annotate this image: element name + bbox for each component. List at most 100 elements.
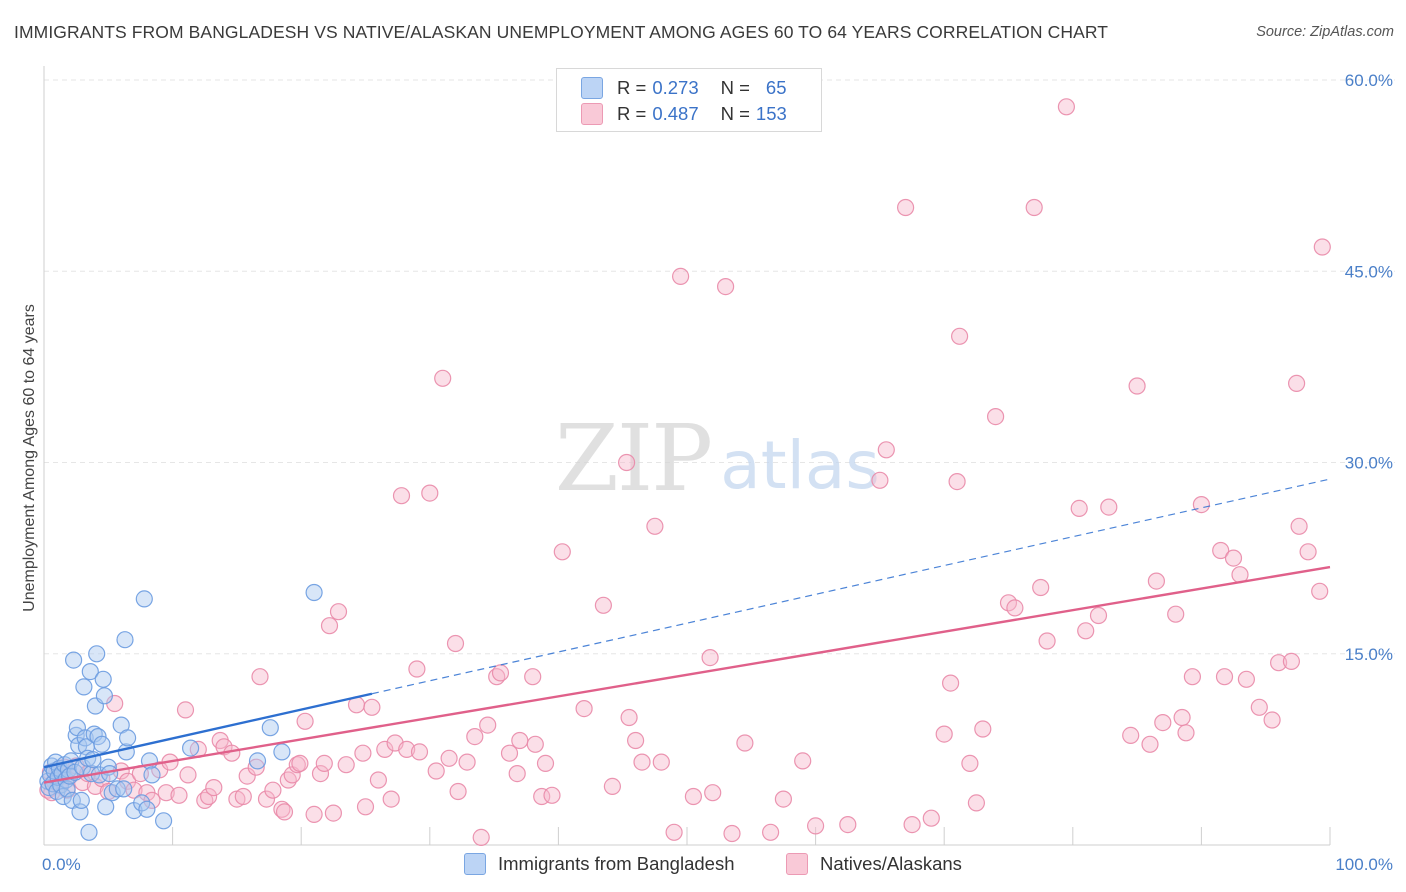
y-tick-label: 15.0%: [1345, 645, 1393, 664]
legend-row-bangladesh: R = 0.273 N = 65: [581, 75, 787, 101]
natives-alaskans-point: [157, 784, 175, 802]
legend-n-value: 65: [765, 77, 787, 98]
natives-alaskans-point: [1154, 713, 1172, 732]
bangladesh-point: [118, 729, 137, 747]
bangladesh-point: [305, 583, 323, 602]
natives-alaskans-point: [205, 778, 223, 797]
natives-alaskans-point: [1122, 726, 1140, 745]
bangladesh-point: [75, 678, 93, 696]
legend-r-value: 0.273: [652, 77, 699, 98]
natives-alaskans-point: [324, 804, 342, 822]
bangladesh-point: [108, 780, 126, 798]
natives-alaskans-point: [392, 487, 411, 505]
bottom-legend-label: Immigrants from Bangladesh: [498, 853, 735, 874]
y-tick-label: 30.0%: [1345, 454, 1393, 473]
bangladesh-point: [97, 798, 115, 816]
natives-alaskans-point: [1025, 198, 1043, 217]
natives-alaskans-point: [1177, 724, 1195, 742]
natives-alaskans-point: [382, 790, 400, 808]
natives-alaskans-point: [143, 791, 161, 810]
natives-alaskans-point: [986, 408, 1005, 426]
bangladesh-trend-line: [43, 692, 373, 769]
natives-alaskans-point: [736, 734, 754, 752]
natives-alaskans-point: [761, 823, 780, 841]
watermark: ZIP atlas: [555, 405, 880, 512]
natives-alaskans-point: [251, 668, 269, 686]
legend-box: R = 0.273 N = 65 R = 0.487 N = 153: [556, 68, 822, 132]
natives-alaskans-point: [398, 740, 416, 759]
trend-lines: [43, 478, 1331, 784]
natives-alaskans-point: [1313, 238, 1331, 256]
natives-alaskans-point: [305, 805, 323, 824]
natives-alaskans-point: [1269, 654, 1288, 672]
bangladesh-point: [80, 823, 98, 841]
bangladesh-point: [273, 743, 291, 761]
bottom-legend-swatch-pink: [786, 853, 808, 875]
natives-alaskans-point: [1237, 670, 1256, 688]
bangladesh-point: [115, 780, 133, 798]
natives-alaskans-point: [1215, 668, 1234, 686]
natives-alaskans-point: [1212, 541, 1230, 560]
bangladesh-point: [72, 791, 90, 810]
bangladesh-point: [93, 735, 111, 753]
natives-alaskans-point: [1183, 668, 1202, 686]
natives-alaskans-point: [458, 753, 476, 771]
natives-alaskans-point: [170, 786, 188, 804]
natives-alaskans-point: [356, 798, 375, 816]
bangladesh-points: [39, 583, 323, 841]
natives-alaskans-point: [941, 674, 960, 692]
natives-alaskans-point: [369, 771, 387, 789]
natives-alaskans-point: [671, 267, 690, 285]
natives-alaskans-point: [500, 744, 519, 762]
natives-alaskans-point: [903, 815, 921, 834]
legend-n-label: N =: [720, 103, 750, 124]
natives-alaskans-point: [1147, 572, 1166, 590]
natives-alaskans-point: [526, 735, 544, 753]
natives-trend-line: [43, 565, 1331, 784]
natives-alaskans-point: [479, 716, 497, 734]
legend-swatch-blue: [581, 77, 603, 99]
natives-alaskans-point: [238, 767, 256, 785]
bangladesh-point: [261, 719, 279, 737]
source-label: Source: ZipAtlas.com: [1256, 24, 1394, 40]
bangladesh-point: [135, 590, 153, 608]
tick-labels: 15.0% 30.0% 45.0% 60.0% 0.0% 100.0%: [42, 71, 1393, 874]
natives-alaskans-point: [603, 777, 622, 796]
natives-alaskans-point: [877, 441, 895, 459]
natives-alaskans-point: [536, 754, 555, 773]
natives-alaskans-point: [935, 725, 953, 743]
natives-alaskans-point: [620, 708, 638, 727]
natives-alaskans-point: [446, 634, 465, 653]
natives-alaskans-point: [794, 752, 812, 770]
natives-alaskans-point: [1128, 377, 1146, 395]
bangladesh-point: [76, 729, 94, 747]
bottom-legend-natives: Natives/Alaskans: [786, 852, 962, 876]
x-tick-label: 0.0%: [42, 855, 81, 874]
natives-alaskans-point: [553, 543, 571, 561]
natives-alaskans-point: [1006, 599, 1024, 617]
natives-alaskans-point: [1250, 698, 1268, 716]
natives-alaskans-point: [257, 790, 276, 808]
natives-alaskans-point: [701, 648, 719, 667]
natives-alaskans-point: [491, 664, 510, 682]
natives-alaskans-point: [684, 787, 703, 806]
natives-alaskans-point: [774, 790, 793, 808]
legend-r-value: 0.487: [652, 103, 699, 124]
natives-alaskans-point: [273, 800, 291, 818]
natives-alaskans-point: [408, 660, 426, 678]
natives-alaskans-point: [320, 617, 339, 635]
natives-alaskans-point: [511, 731, 529, 750]
axes: [43, 66, 1330, 846]
bottom-legend-bangladesh: Immigrants from Bangladesh: [464, 852, 735, 876]
natives-alaskans-point: [363, 698, 381, 716]
natives-alaskans-point: [1299, 543, 1317, 561]
natives-alaskans-point: [1311, 582, 1329, 600]
x-tick-label: 100.0%: [1335, 855, 1393, 874]
natives-alaskans-point: [1038, 632, 1056, 650]
natives-alaskans-point: [434, 369, 452, 387]
natives-alaskans-point: [1077, 622, 1095, 640]
bangladesh-point: [138, 800, 156, 818]
natives-alaskans-point: [871, 471, 889, 489]
natives-alaskans-point: [1167, 605, 1185, 623]
